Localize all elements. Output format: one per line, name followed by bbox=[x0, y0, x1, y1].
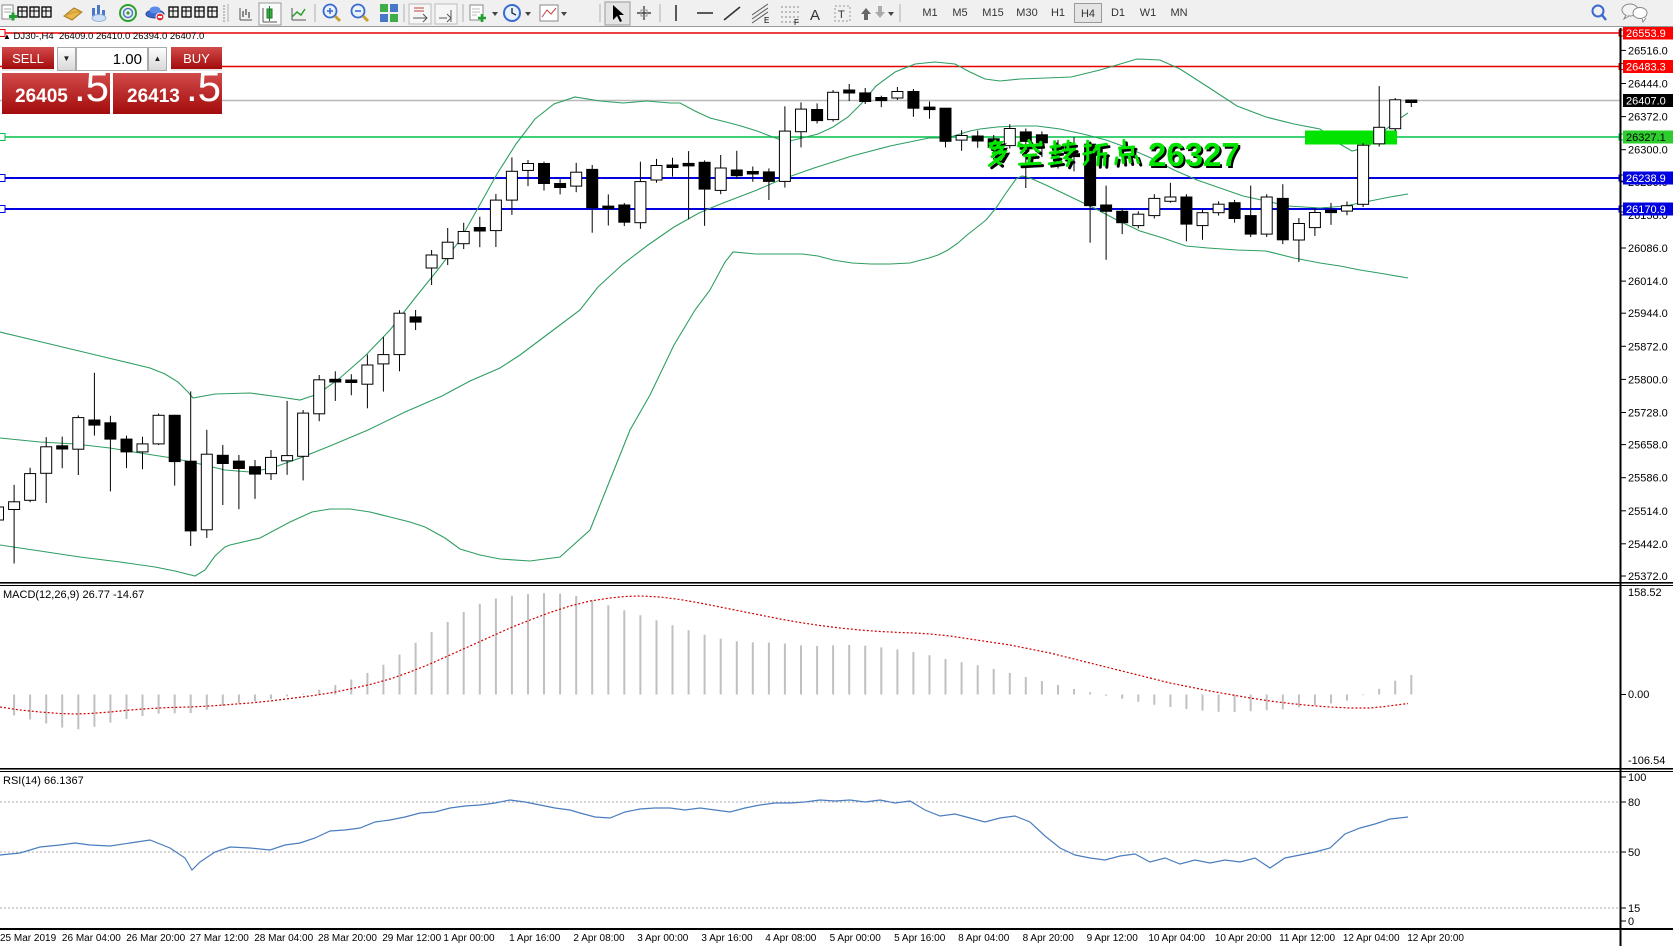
svg-text:10 Apr 20:00: 10 Apr 20:00 bbox=[1215, 933, 1272, 944]
svg-text:26407.0: 26407.0 bbox=[1626, 96, 1666, 108]
svg-text:1 Apr 00:00: 1 Apr 00:00 bbox=[443, 933, 495, 944]
svg-text:25 Mar 2019: 25 Mar 2019 bbox=[0, 933, 57, 944]
svg-text:80: 80 bbox=[1628, 797, 1640, 809]
svg-text:26327: 26327 bbox=[1148, 136, 1240, 173]
svg-text:5 Apr 00:00: 5 Apr 00:00 bbox=[830, 933, 882, 944]
svg-text:26372.0: 26372.0 bbox=[1628, 112, 1668, 124]
svg-text:26 Mar 20:00: 26 Mar 20:00 bbox=[126, 933, 185, 944]
svg-text:12 Apr 04:00: 12 Apr 04:00 bbox=[1343, 933, 1400, 944]
svg-text:25372.0: 25372.0 bbox=[1628, 571, 1668, 583]
svg-text:E: E bbox=[764, 16, 769, 25]
svg-text:26170.9: 26170.9 bbox=[1626, 204, 1666, 216]
svg-text:11 Apr 12:00: 11 Apr 12:00 bbox=[1279, 933, 1335, 944]
svg-text:26086.0: 26086.0 bbox=[1628, 243, 1668, 255]
svg-text:26516.0: 26516.0 bbox=[1628, 45, 1668, 57]
svg-text:15: 15 bbox=[1628, 903, 1640, 915]
svg-text:0: 0 bbox=[1628, 916, 1634, 928]
svg-text:-106.54: -106.54 bbox=[1628, 755, 1665, 767]
svg-text:25514.0: 25514.0 bbox=[1628, 506, 1668, 518]
svg-text:28 Mar 20:00: 28 Mar 20:00 bbox=[318, 933, 377, 944]
svg-text:MACD(12,26,9) 26.77 -14.67: MACD(12,26,9) 26.77 -14.67 bbox=[3, 589, 144, 601]
svg-text:25800.0: 25800.0 bbox=[1628, 374, 1668, 386]
svg-text:26327: 26327 bbox=[1150, 138, 1242, 175]
svg-text:25442.0: 25442.0 bbox=[1628, 539, 1668, 551]
svg-text:26014.0: 26014.0 bbox=[1628, 276, 1668, 288]
svg-text:100: 100 bbox=[1628, 772, 1646, 784]
svg-text:5 Apr 16:00: 5 Apr 16:00 bbox=[894, 933, 946, 944]
svg-text:2 Apr 08:00: 2 Apr 08:00 bbox=[573, 933, 625, 944]
svg-text:RSI(14) 66.1367: RSI(14) 66.1367 bbox=[3, 775, 84, 787]
svg-text:9 Apr 12:00: 9 Apr 12:00 bbox=[1087, 933, 1139, 944]
svg-text:26553.9: 26553.9 bbox=[1626, 28, 1666, 40]
svg-text:26238.9: 26238.9 bbox=[1626, 173, 1666, 185]
svg-text:50: 50 bbox=[1628, 847, 1640, 859]
svg-text:26483.3: 26483.3 bbox=[1626, 62, 1666, 74]
svg-text:A: A bbox=[810, 7, 820, 24]
svg-text:29 Mar 12:00: 29 Mar 12:00 bbox=[382, 933, 441, 944]
svg-text:4 Apr 08:00: 4 Apr 08:00 bbox=[765, 933, 817, 944]
svg-text:26444.0: 26444.0 bbox=[1628, 79, 1668, 91]
svg-text:0.00: 0.00 bbox=[1628, 689, 1649, 701]
svg-text:26300.0: 26300.0 bbox=[1628, 145, 1668, 157]
svg-text:3 Apr 00:00: 3 Apr 00:00 bbox=[637, 933, 689, 944]
svg-text:25872.0: 25872.0 bbox=[1628, 341, 1668, 353]
svg-text:T: T bbox=[838, 9, 845, 21]
svg-text:8 Apr 04:00: 8 Apr 04:00 bbox=[958, 933, 1010, 944]
svg-text:25728.0: 25728.0 bbox=[1628, 408, 1668, 420]
svg-text:26327.1: 26327.1 bbox=[1626, 132, 1666, 144]
svg-text:12 Apr 20:00: 12 Apr 20:00 bbox=[1407, 933, 1464, 944]
svg-text:27 Mar 12:00: 27 Mar 12:00 bbox=[190, 933, 249, 944]
svg-text:8 Apr 20:00: 8 Apr 20:00 bbox=[1023, 933, 1075, 944]
svg-text:26 Mar 04:00: 26 Mar 04:00 bbox=[62, 933, 121, 944]
svg-text:25658.0: 25658.0 bbox=[1628, 440, 1668, 452]
svg-text:1 Apr 16:00: 1 Apr 16:00 bbox=[509, 933, 561, 944]
svg-text:28 Mar 04:00: 28 Mar 04:00 bbox=[254, 933, 313, 944]
svg-text:158.52: 158.52 bbox=[1628, 587, 1662, 599]
svg-text:25944.0: 25944.0 bbox=[1628, 308, 1668, 320]
svg-text:10 Apr 04:00: 10 Apr 04:00 bbox=[1148, 933, 1205, 944]
svg-text:3 Apr 16:00: 3 Apr 16:00 bbox=[701, 933, 753, 944]
svg-text:25586.0: 25586.0 bbox=[1628, 473, 1668, 485]
svg-text:F: F bbox=[794, 18, 799, 27]
